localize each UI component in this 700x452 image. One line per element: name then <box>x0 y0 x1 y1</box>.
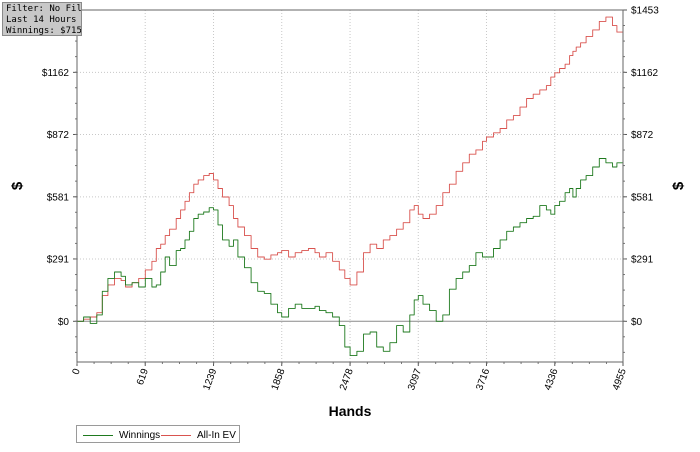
legend-item-allin-ev: All-In EV <box>161 429 236 441</box>
period-text: Last 14 Hours <box>6 15 77 25</box>
y-tick-label-right: $291 <box>631 254 654 265</box>
x-tick-label: 1239 <box>201 367 219 392</box>
plot-border <box>76 9 624 363</box>
y-tick-label-right: $581 <box>631 192 654 203</box>
y-axis-title-right: $ <box>670 181 687 190</box>
x-axis-title: Hands <box>329 403 372 419</box>
y-tick-label-left: $0 <box>58 317 70 328</box>
x-tick-label: 3716 <box>474 367 492 392</box>
plot-area <box>77 10 623 362</box>
x-tick-label: 0 <box>71 367 83 376</box>
series-line-allin-ev <box>77 16 624 322</box>
x-tick-label: 4955 <box>611 367 629 392</box>
legend-label-winnings: Winnings <box>119 429 161 441</box>
x-tick-label: 2478 <box>338 367 356 392</box>
x-tick-label: 619 <box>135 367 151 387</box>
legend-swatch-allin-ev <box>161 434 191 436</box>
series-line-winnings <box>77 158 624 357</box>
x-tick-label: 3097 <box>406 367 424 392</box>
y-tick-label-left: $1162 <box>42 68 70 79</box>
y-tick-label-left: $872 <box>47 130 70 141</box>
x-tick-label: 1858 <box>270 367 288 392</box>
filter-info-box: Filter: No Filter Last 14 Hours Winnings… <box>2 2 82 36</box>
y-tick-label-right: $1162 <box>631 68 659 79</box>
x-tick-label: 4336 <box>543 367 561 392</box>
y-tick-label-left: $291 <box>47 254 70 265</box>
y-tick-label-right: $1453 <box>631 6 659 17</box>
legend-label-allin-ev: All-In EV <box>197 429 236 441</box>
legend-swatch-winnings <box>83 434 113 436</box>
grid-lines <box>77 10 623 362</box>
legend: Winnings All-In EV <box>76 425 240 443</box>
y-tick-label-right: $0 <box>631 317 643 328</box>
y-tick-label-right: $872 <box>631 130 654 141</box>
series-layer <box>77 16 624 357</box>
y-axis-title-left: $ <box>9 181 26 190</box>
filter-text: Filter: No Filter <box>6 4 82 14</box>
winnings-text: Winnings: $715.11 <box>6 26 82 36</box>
legend-item-winnings: Winnings <box>83 429 160 441</box>
y-tick-label-left: $581 <box>47 192 70 203</box>
